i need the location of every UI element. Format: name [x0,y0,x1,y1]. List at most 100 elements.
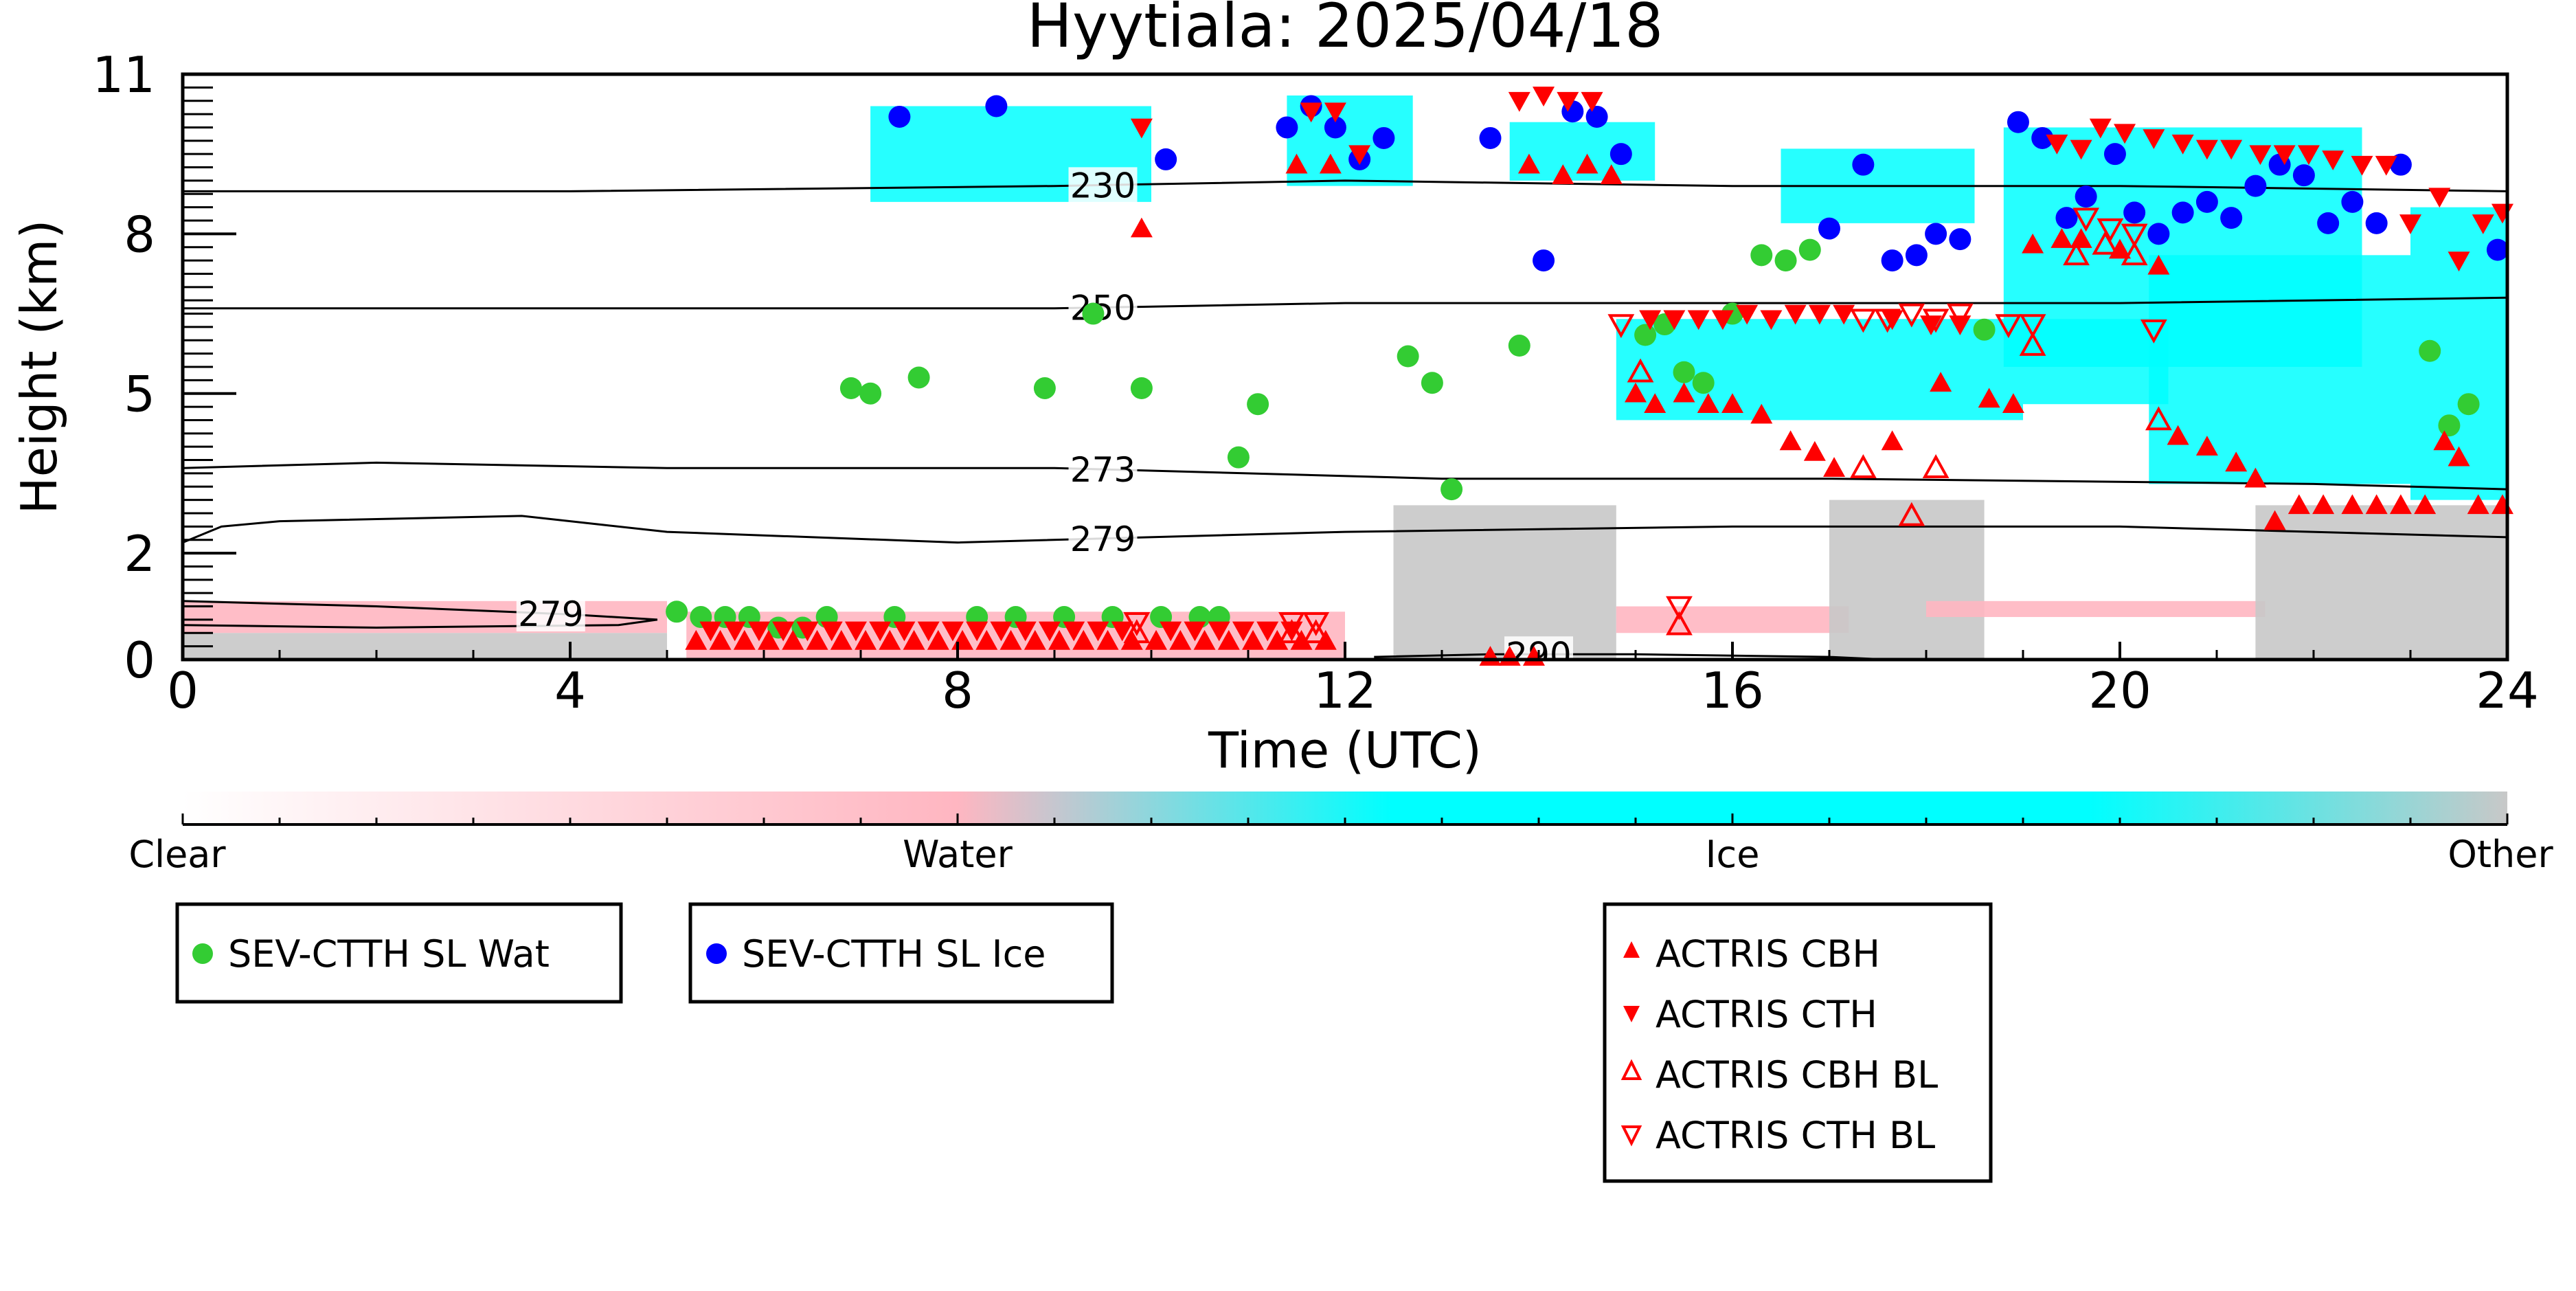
data-point [1576,153,1598,174]
data-point [1552,164,1574,184]
data-point [2317,212,2340,234]
field-region-other [183,633,667,660]
contour-label: 279 [1070,519,1136,559]
data-point [1302,611,1330,636]
data-point [2055,207,2078,229]
data-point [879,629,901,650]
data-point [2072,207,2100,232]
data-point [2244,467,2267,488]
data-point [1852,153,1875,176]
y-axis-label: Height (km) [10,220,68,515]
data-point [1736,304,1759,325]
contour-label: 230 [1070,166,1136,205]
field-region-ice [2149,255,2410,484]
data-point [1120,629,1143,650]
data-point [830,629,852,650]
data-point [709,629,732,650]
data-point [1774,249,1797,272]
data-point [1348,145,1371,166]
data-point [2472,214,2494,234]
contour-label-bg [1068,520,1138,557]
data-point [2097,218,2124,243]
x-tick-label: 8 [942,662,973,719]
data-point [1849,454,1877,478]
data-point [941,621,964,642]
data-point [1130,118,1153,139]
data-point [2428,188,2451,208]
data-point [1798,238,1821,261]
contour-line [183,179,2507,192]
data-point [2414,494,2437,515]
data-point [2220,207,2243,229]
data-point [1721,393,1743,414]
chart-title: Hyytiala: 2025/04/18 [1027,0,1663,61]
x-tick-label: 24 [2476,662,2539,719]
data-point [2322,150,2345,170]
data-point [2389,494,2412,515]
data-point [2147,254,2170,275]
data-point [2103,143,2126,166]
data-point [1302,619,1330,644]
data-point [2419,339,2441,362]
data-point [1242,629,1265,650]
data-point [1833,304,1855,325]
data-point [844,621,867,642]
data-point [1278,611,1305,636]
data-point [2438,414,2461,437]
data-point [699,621,722,642]
contour-label: 273 [1070,450,1136,490]
data-point [1123,611,1151,636]
data-point [1232,621,1254,642]
data-point [1285,153,1308,174]
data-point [1038,621,1061,642]
data-point [839,377,862,399]
data-point [733,629,756,650]
data-point [855,629,877,650]
data-point [1145,629,1168,650]
data-point [2070,139,2092,160]
colorbar-label-ice: Ice [1706,833,1760,876]
contour-label: 250 [1070,289,1136,328]
data-point [2399,214,2421,234]
data-point [907,366,930,389]
x-tick-label: 0 [167,662,199,719]
data-point [1063,621,1085,642]
data-point [1874,308,1901,333]
data-point [1208,621,1230,642]
legend-label: ACTRIS CTH [1656,993,1877,1036]
data-point [1673,361,1695,383]
data-point [966,621,988,642]
data-point [1639,310,1662,330]
data-point [1508,91,1530,112]
colorbar: Clear Water Ice Other [128,792,2553,876]
data-point [820,621,843,642]
data-point [2249,145,2272,166]
contour-line [183,461,2507,491]
legend-sev-ice: SEV-CTTH SL Ice [688,902,1114,1004]
y-tick-label: 8 [124,205,155,263]
data-point [1082,302,1105,325]
data-point [1123,619,1151,644]
data-point [1111,621,1133,642]
data-point [2297,145,2320,166]
triangle-down-icon [1623,1006,1640,1022]
temperature-contours: 230250273279279290 [183,166,2507,660]
legend-actris: ACTRIS CBH ACTRIS CTH ACTRIS CBH BL ACTR… [1603,902,1993,1183]
data-point [1256,621,1279,642]
data-point [1930,372,1952,392]
x-axis-label: Time (UTC) [1208,721,1482,779]
data-point [1760,310,1783,330]
data-point [2123,201,2146,224]
data-point [2195,139,2218,160]
data-point [1666,596,1693,620]
data-point [1581,91,1603,112]
contour-line [183,600,658,629]
data-point [2365,212,2388,234]
data-point [1247,393,1269,416]
data-point [1533,249,1555,272]
field-region-water [183,600,667,633]
colorbar-label-water: Water [903,833,1013,876]
data-point [985,95,1008,117]
data-point [2341,494,2364,515]
data-point [2121,223,2148,248]
